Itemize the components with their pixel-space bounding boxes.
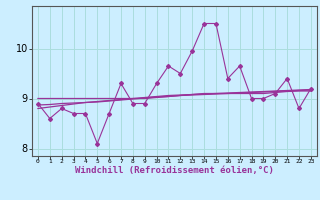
X-axis label: Windchill (Refroidissement éolien,°C): Windchill (Refroidissement éolien,°C) bbox=[75, 166, 274, 175]
